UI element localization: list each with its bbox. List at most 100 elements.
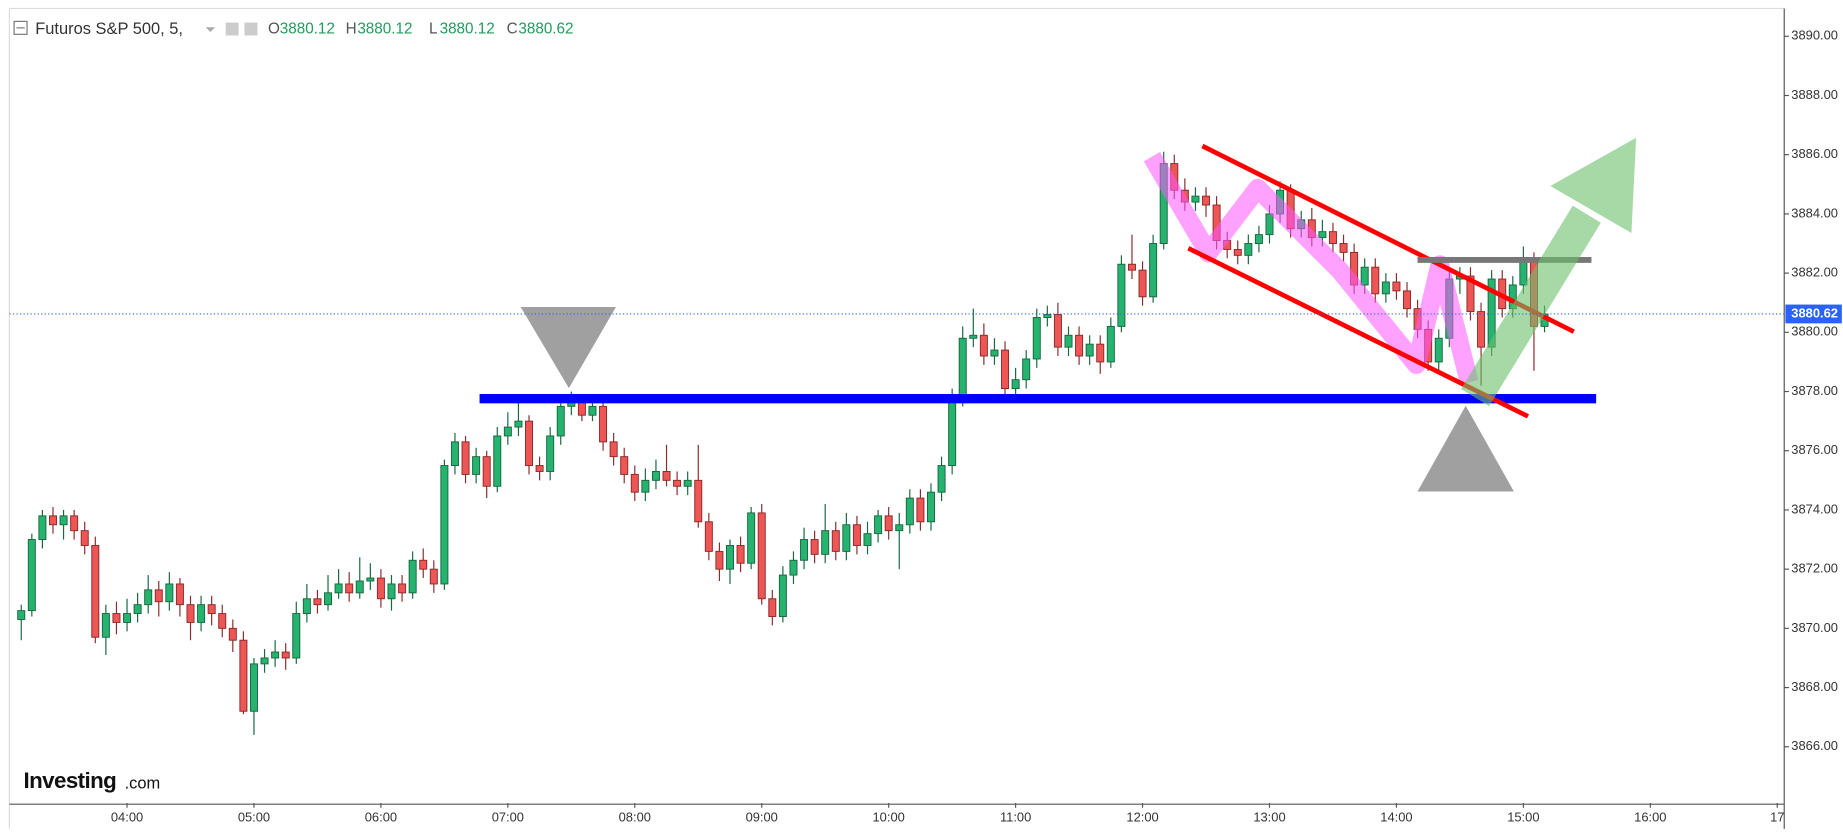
candle-body (80, 530, 89, 546)
candle-body (302, 598, 311, 615)
candle-body (144, 589, 153, 606)
candle-body (884, 515, 893, 532)
candle-body (324, 592, 333, 606)
candle-body (1011, 379, 1020, 390)
candle-body (207, 604, 216, 615)
candle-body (979, 334, 988, 357)
channel-line (1201, 143, 1575, 334)
candle-body (1519, 260, 1528, 286)
ohlc-value: 3880.12 (280, 21, 335, 38)
candle-body (1403, 290, 1412, 310)
x-tick-label: 09:00 (746, 810, 778, 825)
candle-body (218, 613, 227, 629)
x-tick-label: 15:00 (1507, 810, 1539, 825)
y-tick-label: 3880.00 (1791, 324, 1838, 339)
candle-body (1117, 263, 1126, 327)
candle-body (926, 491, 935, 523)
y-tick-label: 3868.00 (1791, 679, 1838, 694)
candle-body (450, 441, 459, 467)
candle-body (514, 420, 523, 428)
candle-body (1096, 343, 1105, 363)
candle-body (281, 651, 290, 659)
settings-icon[interactable] (225, 22, 239, 36)
candle-body (112, 613, 121, 623)
candle-body (1127, 263, 1136, 271)
candle-body (503, 426, 512, 437)
ohlc-label: H (346, 21, 357, 38)
candle-body (651, 470, 660, 481)
candle-body (1064, 334, 1073, 348)
last-price-box (1785, 304, 1842, 324)
x-tick-label: 04:00 (111, 810, 143, 825)
candle-body (493, 435, 502, 487)
candle-body (123, 613, 132, 623)
candles (17, 151, 1549, 735)
candle-body (620, 456, 629, 475)
candle-body (630, 473, 639, 493)
candle-body (1032, 317, 1041, 360)
candle-body (1318, 231, 1327, 239)
symbol-title: Futuros S&P 500, 5, (35, 20, 183, 38)
collapse-icon[interactable] (13, 20, 28, 35)
candle-body (1466, 275, 1475, 313)
candle-body (768, 598, 777, 617)
candle-body (1339, 243, 1348, 253)
candle-body (48, 515, 57, 526)
candle-body (292, 613, 301, 659)
y-tick-label: 3872.00 (1791, 561, 1838, 576)
y-tick-label: 3870.00 (1791, 620, 1838, 635)
candle-body (1477, 311, 1486, 348)
y-tick-label: 3882.00 (1791, 265, 1838, 280)
candle-body (1381, 281, 1390, 295)
candle-body (1001, 349, 1010, 390)
candle-body (38, 515, 47, 541)
x-tick-label: 16:00 (1634, 810, 1666, 825)
ohlc-value: 3880.62 (518, 21, 573, 38)
ohlc-label: O (268, 21, 280, 38)
candle-body (641, 479, 650, 493)
candle-body (461, 441, 470, 475)
y-tick-label: 3886.00 (1791, 146, 1838, 161)
candle-body (588, 405, 597, 416)
settings-icon[interactable] (244, 22, 258, 36)
candle-body (789, 559, 798, 576)
candle-body (175, 583, 184, 606)
candle-body (27, 539, 36, 612)
x-tick-label: 13:00 (1253, 810, 1285, 825)
candle-body (800, 539, 809, 561)
candle-body (1053, 314, 1062, 348)
candle-body (355, 580, 364, 594)
candle-body (726, 545, 734, 570)
candle-body (70, 515, 79, 532)
dropdown-icon[interactable] (205, 27, 216, 32)
candle-body (334, 583, 343, 594)
ohlc-label: C (507, 21, 518, 38)
candle-body (810, 539, 819, 555)
arrow-head (1550, 137, 1637, 233)
candle-body (916, 497, 925, 523)
ohlc-value: 3880.12 (440, 21, 495, 38)
candle-body (1022, 358, 1031, 381)
candle-body (556, 405, 565, 437)
y-tick-label: 3876.00 (1791, 442, 1838, 457)
candle-body (1244, 243, 1253, 256)
candle-body (704, 521, 713, 552)
candle-body (609, 441, 618, 458)
x-tick-label: 11:00 (1000, 810, 1031, 825)
candle-body (1106, 325, 1115, 363)
candle-body (419, 559, 428, 570)
candle-body (1191, 195, 1200, 203)
candle-body (1075, 334, 1084, 357)
candle-body (683, 479, 692, 487)
candle-body (440, 465, 449, 585)
y-tick-label: 3890.00 (1791, 28, 1838, 43)
candle-body (271, 651, 280, 659)
candle-body (599, 405, 608, 443)
x-tick-label: 14:00 (1380, 810, 1412, 825)
candle-body (408, 559, 417, 594)
y-tick-label: 3884.00 (1791, 205, 1838, 220)
candle-body (17, 610, 26, 620)
candle-body (228, 627, 237, 641)
